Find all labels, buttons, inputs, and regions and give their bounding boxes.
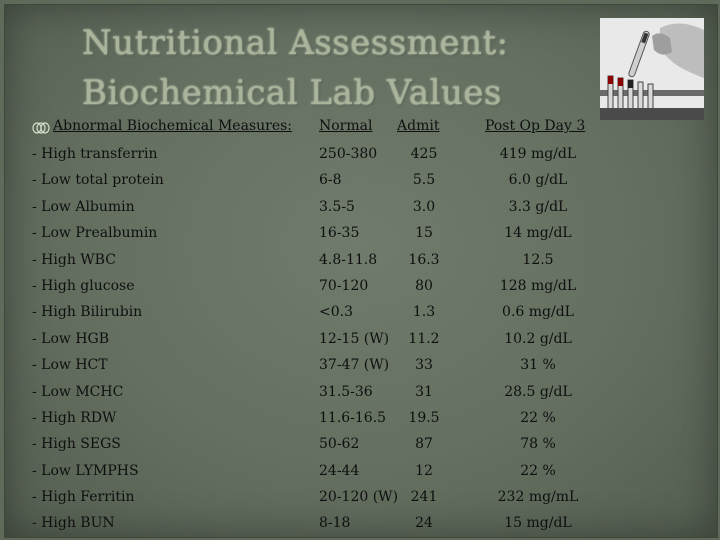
row-normal: 20-120 (W) bbox=[319, 489, 399, 506]
table-row: - High BUN 8-18 24 15 mg/dL bbox=[0, 513, 720, 539]
row-label: - High WBC bbox=[32, 251, 116, 268]
row-admit: 425 bbox=[410, 146, 438, 162]
row-normal: 37-47 (W) bbox=[319, 357, 390, 374]
header-normal: Normal bbox=[319, 118, 373, 134]
row-normal: 16-35 bbox=[319, 225, 360, 242]
row-post-op: 22 % bbox=[520, 409, 556, 426]
row-post-op: 12.5 bbox=[522, 251, 554, 268]
row-label: - High SEGS bbox=[32, 436, 121, 453]
table-row: - Low HGB 12-15 (W) 11.2 10.2 g/dL bbox=[0, 329, 720, 355]
row-admit: 5.5 bbox=[412, 172, 436, 189]
row-post-op: 14 mg/dL bbox=[504, 225, 572, 242]
row-label: - High RDW bbox=[32, 409, 117, 426]
row-normal: 31.5-36 bbox=[319, 383, 373, 400]
row-normal: 11.6-16.5 bbox=[319, 409, 387, 426]
table-row: - Low Albumin 3.5-5 3.0 3.3 g/dL bbox=[0, 197, 720, 223]
bullet-icon bbox=[32, 122, 50, 134]
table-row: - Low Prealbumin 16-35 15 14 mg/dL bbox=[0, 223, 720, 249]
row-post-op: 28.5 g/dL bbox=[504, 383, 572, 400]
row-normal: 3.5-5 bbox=[319, 198, 355, 215]
row-admit: 80 bbox=[415, 277, 433, 294]
row-post-op: 6.0 g/dL bbox=[508, 172, 568, 189]
table-row: - High Ferritin 20-120 (W) 241 232 mg/mL bbox=[0, 487, 720, 513]
row-post-op: 31 % bbox=[520, 357, 556, 374]
row-admit: 1.3 bbox=[412, 304, 436, 321]
row-label: - High Ferritin bbox=[32, 489, 135, 506]
table-row: - Low LYMPHS 24-44 12 22 % bbox=[0, 461, 720, 487]
table-header: Abnormal Biochemical Measures: Normal Ad… bbox=[0, 118, 720, 140]
row-admit: 15 bbox=[415, 225, 433, 242]
title-line-1: Nutritional Assessment: bbox=[82, 23, 509, 63]
row-normal: <0.3 bbox=[319, 304, 353, 321]
table-row: - High glucose 70-120 80 128 mg/dL bbox=[0, 276, 720, 302]
table-row: - High SEGS 50-62 87 78 % bbox=[0, 434, 720, 460]
table-row: - High RDW 11.6-16.5 19.5 22 % bbox=[0, 408, 720, 434]
lab-values-table: - High transferrin 250-380 425 419 mg/dL… bbox=[0, 144, 720, 540]
row-label: - High transferrin bbox=[32, 146, 158, 162]
row-label: - High glucose bbox=[32, 277, 135, 294]
row-label: - Low HGB bbox=[32, 330, 110, 347]
row-label: - Low total protein bbox=[32, 172, 164, 189]
header-label: Abnormal Biochemical Measures: bbox=[53, 118, 293, 134]
row-label: - Low HCT bbox=[32, 357, 108, 374]
row-admit: 31 bbox=[415, 383, 433, 400]
lab-test-tubes-illustration bbox=[600, 18, 704, 120]
slide-frame bbox=[4, 4, 718, 538]
row-post-op: 419 mg/dL bbox=[499, 146, 577, 162]
row-admit: 19.5 bbox=[408, 409, 440, 426]
row-post-op: 22 % bbox=[520, 462, 556, 479]
row-admit: 3.0 bbox=[412, 198, 436, 215]
title-line-2: Biochemical Lab Values bbox=[82, 73, 502, 113]
row-admit: 241 bbox=[410, 489, 438, 506]
row-normal: 4.8-11.8 bbox=[319, 251, 378, 268]
row-post-op: 232 mg/mL bbox=[497, 489, 579, 506]
row-label: - Low LYMPHS bbox=[32, 462, 139, 479]
table-row: - High Bilirubin <0.3 1.3 0.6 mg/dL bbox=[0, 302, 720, 328]
table-row: - Low MCHC 31.5-36 31 28.5 g/dL bbox=[0, 382, 720, 408]
row-post-op: 15 mg/dL bbox=[504, 515, 572, 532]
row-normal: 12-15 (W) bbox=[319, 330, 390, 347]
row-admit: 33 bbox=[415, 357, 433, 374]
row-post-op: 78 % bbox=[520, 436, 556, 453]
table-row: - Low HCT 37-47 (W) 33 31 % bbox=[0, 355, 720, 381]
row-admit: 16.3 bbox=[408, 251, 440, 268]
header-admit: Admit bbox=[397, 118, 440, 134]
row-post-op: 0.6 mg/dL bbox=[502, 304, 574, 321]
row-normal: 24-44 bbox=[319, 462, 360, 479]
table-row: - High transferrin 250-380 425 419 mg/dL bbox=[0, 144, 720, 170]
row-admit: 11.2 bbox=[408, 330, 440, 347]
row-post-op: 128 mg/dL bbox=[499, 277, 577, 294]
row-post-op: 10.2 g/dL bbox=[504, 330, 572, 347]
row-normal: 6-8 bbox=[319, 172, 342, 189]
row-normal: 70-120 bbox=[319, 277, 369, 294]
table-row: - Low total protein 6-8 5.5 6.0 g/dL bbox=[0, 170, 720, 196]
row-normal: 50-62 bbox=[319, 436, 360, 453]
row-normal: 8-18 bbox=[319, 515, 351, 532]
row-label: - High BUN bbox=[32, 515, 115, 532]
row-admit: 24 bbox=[415, 515, 433, 532]
slide-title: Nutritional Assessment: Biochemical Lab … bbox=[82, 18, 509, 118]
row-normal: 250-380 bbox=[319, 146, 378, 162]
lab-photo bbox=[600, 18, 704, 120]
row-label: - High Bilirubin bbox=[32, 304, 143, 321]
row-admit: 12 bbox=[415, 462, 433, 479]
row-post-op: 3.3 g/dL bbox=[508, 198, 568, 215]
row-label: - Low Prealbumin bbox=[32, 225, 158, 242]
row-label: - Low MCHC bbox=[32, 383, 124, 400]
row-label: - Low Albumin bbox=[32, 198, 135, 215]
table-row: - High WBC 4.8-11.8 16.3 12.5 bbox=[0, 250, 720, 276]
row-admit: 87 bbox=[415, 436, 433, 453]
header-post-op: Post Op Day 3 bbox=[485, 118, 586, 134]
